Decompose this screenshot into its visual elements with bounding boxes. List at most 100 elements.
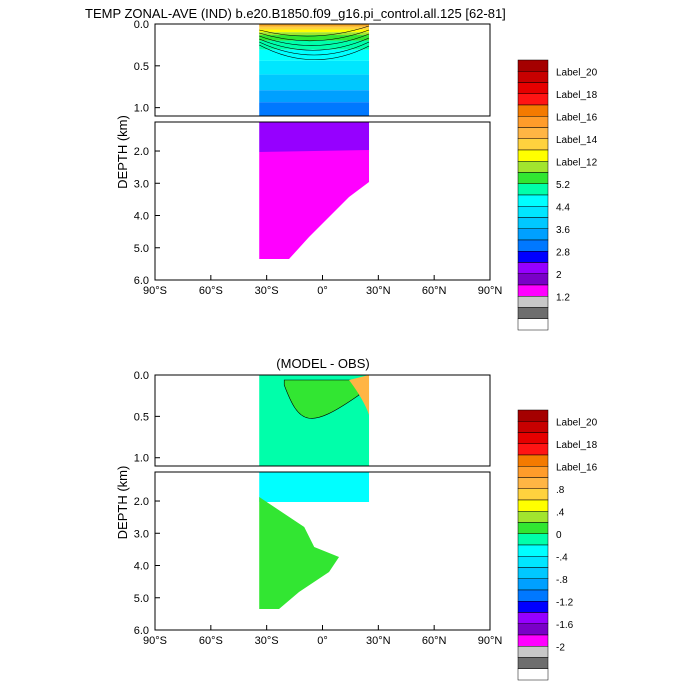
- legend-swatch: [517, 307, 549, 319]
- legend-swatch: [517, 194, 549, 207]
- chart-title: (MODEL - OBS): [276, 356, 369, 371]
- contour-line: [259, 33, 370, 46]
- x-tick-label: 30°N: [366, 285, 391, 297]
- y-tick-label: 4.0: [134, 561, 149, 573]
- contour-band: [259, 497, 340, 610]
- legend-swatch: [517, 206, 549, 218]
- y-tick-label: 3.0: [134, 178, 149, 190]
- legend-swatch: [517, 183, 549, 196]
- legend-label: -1.6: [556, 620, 574, 631]
- legend-swatch: [517, 556, 549, 568]
- x-tick-label: 90°N: [478, 285, 503, 297]
- legend-label: 2.8: [556, 247, 570, 258]
- legend-swatch: [517, 228, 549, 241]
- legend-swatch: [517, 409, 549, 422]
- x-tick-label: 0°: [317, 635, 328, 647]
- contour-band: [259, 74, 370, 91]
- legend-label: Label_18: [556, 90, 598, 101]
- data-field-lower: [259, 122, 370, 260]
- legend-swatch: [517, 623, 549, 636]
- legend-label: .8: [556, 485, 565, 496]
- legend-swatch: [517, 161, 549, 173]
- legend-swatch: [517, 589, 549, 602]
- contour-line: [259, 41, 370, 56]
- legend-swatch: [517, 477, 549, 489]
- chart-panel-2: (MODEL - OBS)0.00.51.02.03.04.05.06.090°…: [115, 356, 598, 681]
- legend-swatch: [517, 499, 549, 512]
- legend-label: Label_20: [556, 67, 598, 78]
- legend-label: 5.2: [556, 180, 570, 191]
- contour-band: [259, 24, 370, 27]
- legend-swatch: [517, 612, 549, 624]
- y-axis-label: DEPTH (km): [115, 466, 130, 540]
- y-tick-label: 0.5: [134, 61, 149, 73]
- legend-swatch: [517, 251, 549, 263]
- y-tick-label: 0.0: [134, 370, 149, 382]
- legend-label: 4.4: [556, 202, 570, 213]
- legend-swatch: [517, 646, 549, 658]
- contour-band: [259, 40, 370, 50]
- legend-swatch: [517, 138, 549, 151]
- legend: Label_20 Label_18 Label_16 Label_14 Label_12…: [517, 59, 598, 331]
- y-tick-label: 4.0: [134, 211, 149, 223]
- legend-label: -2: [556, 642, 565, 653]
- contour-band: [259, 26, 370, 30]
- legend-swatch: [517, 533, 549, 546]
- data-field-upper: [259, 375, 370, 466]
- legend-swatch: [517, 466, 549, 478]
- legend-swatch: [517, 454, 549, 467]
- x-tick-label: 60°N: [422, 635, 447, 647]
- legend-swatch: [517, 104, 549, 117]
- y-tick-label: 6.0: [134, 275, 149, 287]
- y-tick-label: 0.0: [134, 19, 149, 31]
- legend-swatch: [517, 262, 549, 274]
- x-tick-label: 60°S: [199, 635, 223, 647]
- x-tick-label: 30°S: [255, 635, 279, 647]
- x-tick-label: 60°N: [422, 285, 447, 297]
- legend-swatch: [517, 567, 549, 579]
- legend-swatch: [517, 217, 549, 229]
- legend-swatch: [517, 318, 549, 331]
- legend-swatch: [517, 634, 549, 647]
- plot-frame-upper: [154, 23, 491, 117]
- legend-label: Label_16: [556, 462, 598, 473]
- y-tick-label: 5.0: [134, 593, 149, 605]
- legend-swatch: [517, 657, 549, 669]
- chart-title: TEMP ZONAL-AVE (IND) b.e20.B1850.f09_g16…: [85, 6, 506, 21]
- legend-label: -.8: [556, 575, 568, 586]
- legend-swatch: [517, 443, 549, 456]
- legend-swatch: [517, 127, 549, 139]
- contour-band: [259, 150, 370, 260]
- y-tick-label: 2.0: [134, 146, 149, 158]
- contour-band: [259, 60, 370, 75]
- x-tick-label: 60°S: [199, 285, 223, 297]
- legend-swatch: [517, 578, 549, 591]
- y-tick-label: 1.0: [134, 453, 149, 465]
- x-tick-label: 90°S: [143, 635, 167, 647]
- x-tick-label: 0°: [317, 285, 328, 297]
- legend-swatch: [517, 522, 549, 534]
- legend-label: 3.6: [556, 225, 570, 236]
- legend-swatch: [517, 421, 549, 433]
- contour-line: [259, 29, 370, 42]
- y-axis-label: DEPTH (km): [115, 115, 130, 189]
- legend-swatch: [517, 544, 549, 557]
- legend-label: -1.2: [556, 597, 574, 608]
- legend-label: Label_14: [556, 135, 598, 146]
- x-tick-label: 30°N: [366, 635, 391, 647]
- contour-band: [259, 35, 370, 41]
- legend-swatch: [517, 59, 549, 72]
- contour-band: [259, 32, 370, 36]
- legend-label: 2: [556, 270, 562, 281]
- chart-panel-1: TEMP ZONAL-AVE (IND) b.e20.B1850.f09_g16…: [85, 6, 598, 331]
- legend-swatch: [517, 71, 549, 83]
- contour-band: [259, 122, 370, 152]
- contour-line: [259, 25, 370, 37]
- legend-swatch: [517, 82, 549, 94]
- y-tick-label: 6.0: [134, 625, 149, 637]
- legend-label: .4: [556, 507, 565, 518]
- legend-swatch: [517, 511, 549, 523]
- y-tick-label: 0.5: [134, 411, 149, 423]
- legend-swatch: [517, 116, 549, 128]
